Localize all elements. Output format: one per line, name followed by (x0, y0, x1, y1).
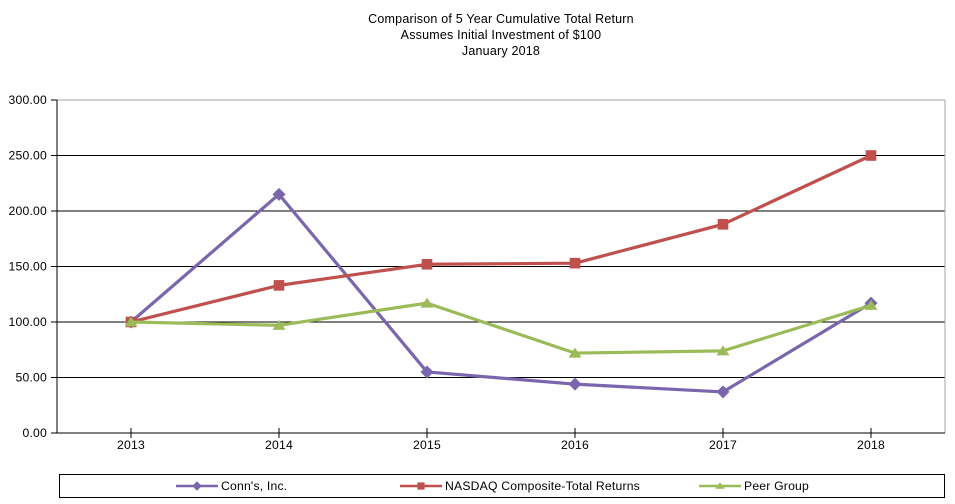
svg-text:2015: 2015 (413, 438, 441, 452)
chart-title: Comparison of 5 Year Cumulative Total Re… (368, 12, 634, 26)
legend-label-peer-group: Peer Group (744, 479, 810, 493)
svg-text:250.00: 250.00 (9, 149, 47, 163)
svg-text:2017: 2017 (709, 438, 737, 452)
svg-text:2018: 2018 (857, 438, 885, 452)
legend-item-conns: Conn's, Inc. (176, 475, 287, 497)
legend-item-peer-group: Peer Group (699, 475, 809, 497)
nasdaq-line-square-icon (400, 482, 442, 490)
chart-subtitle: Assumes Initial Investment of $100 (400, 28, 602, 42)
svg-text:2016: 2016 (561, 438, 589, 452)
svg-text:200.00: 200.00 (9, 204, 47, 218)
legend-label-conns: Conn's, Inc. (221, 479, 288, 493)
svg-text:300.00: 300.00 (9, 93, 47, 107)
svg-text:2013: 2013 (117, 438, 145, 452)
series-conn-s-inc- (124, 187, 878, 399)
svg-text:0.00: 0.00 (22, 426, 47, 440)
legend-box: Conn's, Inc. NASDAQ Composite-Total Retu… (59, 474, 945, 498)
chart-date-line: January 2018 (461, 44, 541, 58)
conns-line-diamond-icon (176, 481, 218, 491)
svg-text:2014: 2014 (265, 438, 293, 452)
series-peer-group (124, 297, 878, 358)
legend-label-nasdaq: NASDAQ Composite-Total Returns (445, 479, 640, 493)
svg-text:100.00: 100.00 (9, 315, 47, 329)
svg-text:150.00: 150.00 (9, 260, 47, 274)
series-nasdaq-composite-total-returns (125, 150, 877, 328)
legend-item-nasdaq: NASDAQ Composite-Total Returns (400, 475, 640, 497)
peer-group-line-triangle-icon (699, 482, 741, 489)
chart-title-block: Comparison of 5 Year Cumulative Total Re… (57, 11, 945, 59)
svg-text:50.00: 50.00 (16, 371, 48, 385)
